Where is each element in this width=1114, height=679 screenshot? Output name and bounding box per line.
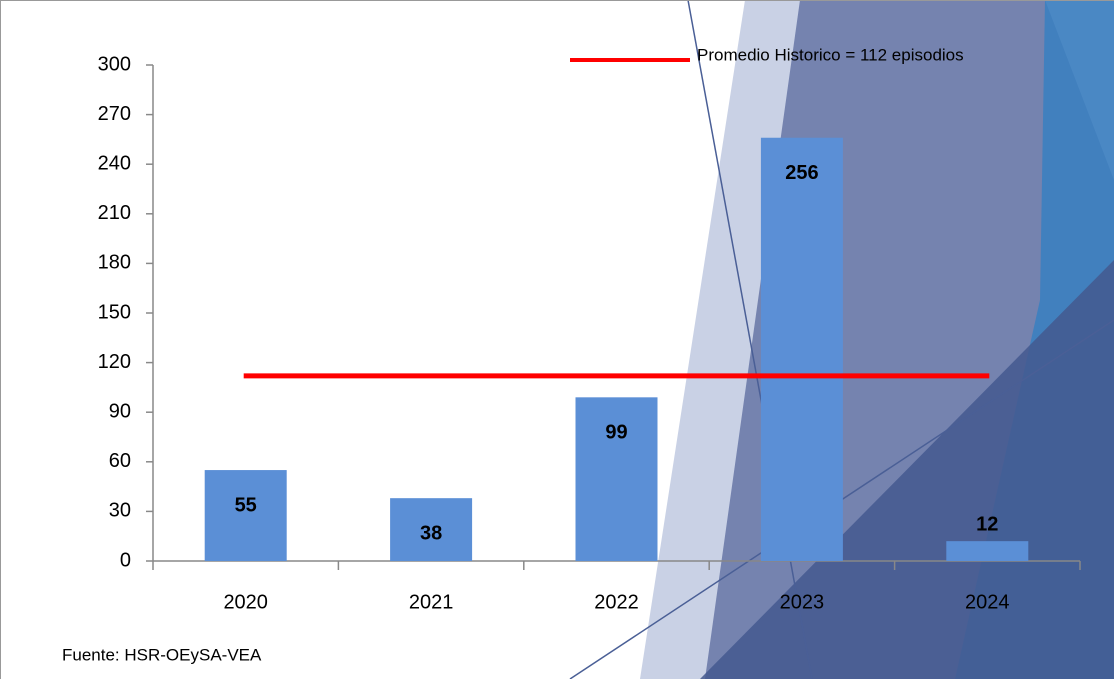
value-label: 99 (605, 422, 627, 444)
decor-shape (700, 260, 1114, 679)
bar (204, 470, 287, 561)
y-tick-label: 60 (109, 450, 131, 472)
y-tick-label: 300 (98, 53, 131, 75)
y-tick-label: 270 (98, 103, 131, 125)
value-label: 55 (235, 494, 257, 516)
x-tick-label: 2021 (409, 591, 454, 613)
decor-line (687, 0, 813, 679)
value-label: 256 (785, 162, 818, 184)
x-tick-label: 2023 (780, 591, 825, 613)
bar (390, 498, 473, 561)
value-label: 38 (420, 522, 442, 544)
bar (575, 397, 658, 561)
y-tick-label: 0 (120, 549, 131, 571)
x-tick-label: 2024 (965, 591, 1010, 613)
y-tick-label: 180 (98, 252, 131, 274)
value-label: 12 (976, 513, 998, 535)
y-tick-label: 150 (98, 301, 131, 323)
legend-label: Promedio Historico = 112 episodios (697, 45, 964, 64)
x-tick-label: 2020 (223, 591, 268, 613)
source-note: Fuente: HSR-OEySA-VEA (62, 645, 262, 664)
y-tick-label: 30 (109, 500, 131, 522)
y-tick-label: 120 (98, 351, 131, 373)
x-tick-label: 2022 (594, 591, 639, 613)
bar (946, 541, 1029, 561)
y-tick-label: 90 (109, 400, 131, 422)
y-tick-label: 210 (98, 202, 131, 224)
bar (760, 137, 843, 561)
y-tick-label: 240 (98, 152, 131, 174)
